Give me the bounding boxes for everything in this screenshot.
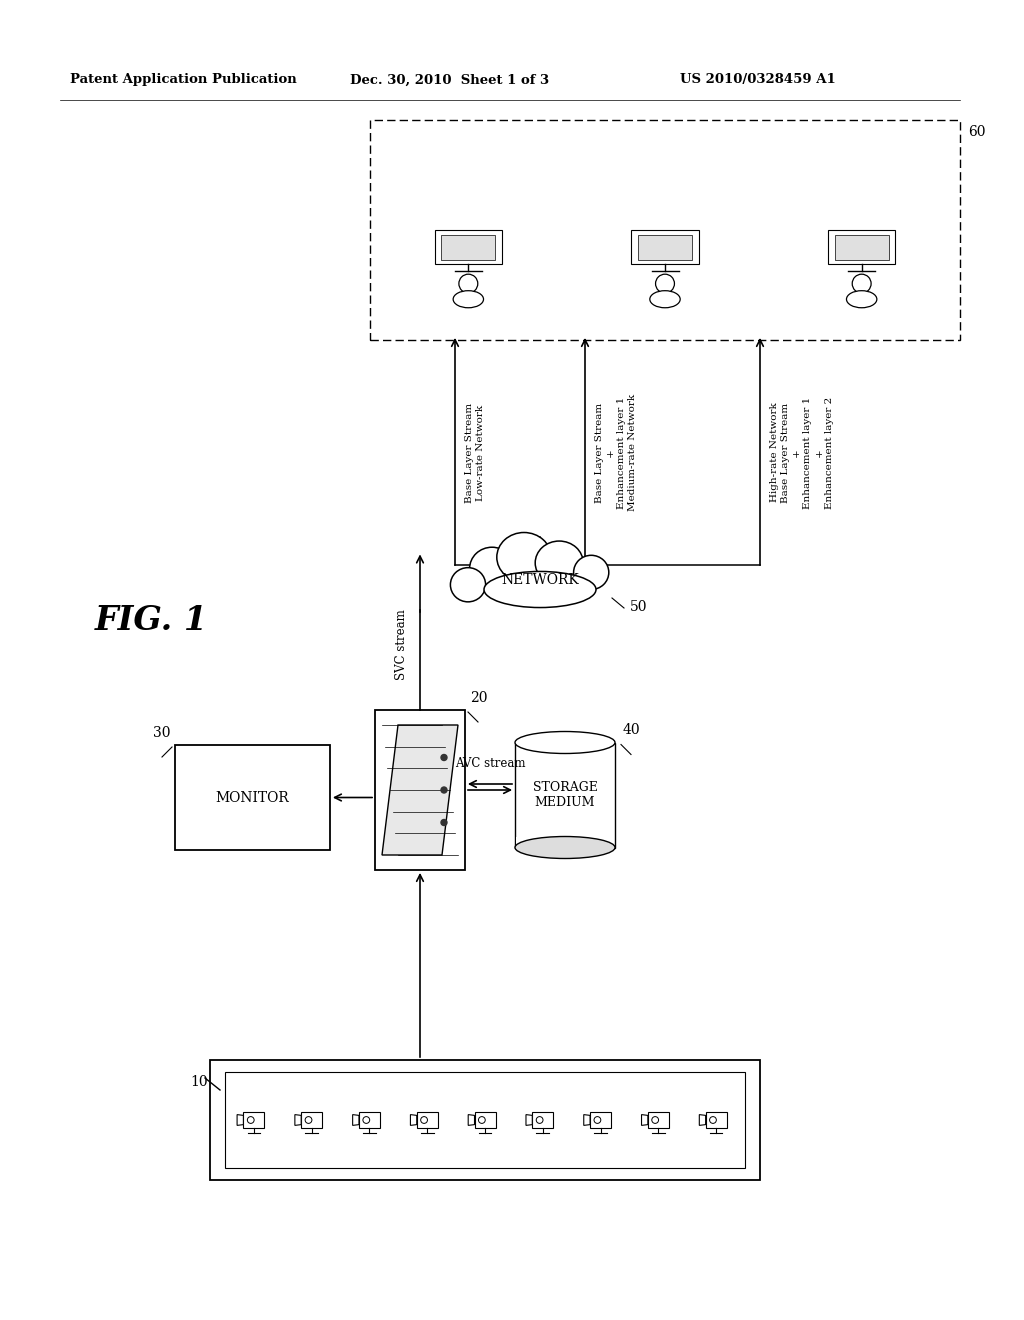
Circle shape (441, 787, 447, 793)
Ellipse shape (484, 572, 596, 607)
Text: Dec. 30, 2010  Sheet 1 of 3: Dec. 30, 2010 Sheet 1 of 3 (350, 74, 549, 87)
FancyBboxPatch shape (244, 1113, 264, 1127)
FancyBboxPatch shape (370, 120, 961, 341)
Text: 40: 40 (623, 723, 641, 738)
Text: AVC stream: AVC stream (455, 756, 525, 770)
FancyBboxPatch shape (532, 1113, 553, 1127)
Text: 20: 20 (470, 690, 487, 705)
Ellipse shape (515, 731, 615, 754)
Polygon shape (515, 742, 615, 847)
Ellipse shape (451, 568, 485, 602)
Ellipse shape (573, 556, 609, 590)
FancyBboxPatch shape (706, 1113, 727, 1127)
FancyBboxPatch shape (590, 1113, 611, 1127)
FancyBboxPatch shape (835, 235, 889, 260)
Text: MONITOR: MONITOR (216, 791, 290, 804)
FancyBboxPatch shape (638, 235, 692, 260)
Text: High-rate Network
Base Layer Stream
+
Enhancement layer 1
+
Enhancement layer 2: High-rate Network Base Layer Stream + En… (770, 396, 835, 508)
Polygon shape (641, 1114, 648, 1126)
Text: 10: 10 (190, 1074, 208, 1089)
Text: SVC stream: SVC stream (395, 610, 408, 680)
Text: Base Layer Stream
Low-rate Network: Base Layer Stream Low-rate Network (465, 403, 485, 503)
Ellipse shape (497, 532, 551, 582)
FancyBboxPatch shape (474, 1113, 496, 1127)
Polygon shape (516, 837, 614, 846)
Text: 30: 30 (153, 726, 170, 741)
Text: Patent Application Publication: Patent Application Publication (70, 74, 297, 87)
Polygon shape (382, 725, 458, 855)
FancyBboxPatch shape (441, 235, 496, 260)
FancyBboxPatch shape (631, 230, 698, 264)
Ellipse shape (470, 548, 514, 590)
Ellipse shape (536, 541, 584, 585)
Circle shape (441, 755, 447, 760)
Polygon shape (352, 1114, 359, 1126)
FancyBboxPatch shape (417, 1113, 437, 1127)
FancyBboxPatch shape (359, 1113, 380, 1127)
Polygon shape (584, 1114, 590, 1126)
Ellipse shape (454, 290, 483, 308)
Text: 60: 60 (968, 125, 985, 139)
Text: STORAGE
MEDIUM: STORAGE MEDIUM (532, 781, 597, 809)
Text: Base Layer Stream
+
Enhancement layer 1
Medium-rate Network: Base Layer Stream + Enhancement layer 1 … (595, 393, 637, 511)
Polygon shape (526, 1114, 532, 1126)
Polygon shape (699, 1114, 706, 1126)
Ellipse shape (847, 290, 877, 308)
FancyBboxPatch shape (301, 1113, 323, 1127)
Text: FIG. 1: FIG. 1 (95, 603, 208, 636)
Polygon shape (175, 744, 330, 850)
Polygon shape (238, 1114, 244, 1126)
Polygon shape (295, 1114, 301, 1126)
Ellipse shape (650, 290, 680, 308)
Text: 50: 50 (630, 601, 647, 614)
FancyBboxPatch shape (648, 1113, 669, 1127)
Text: US 2010/0328459 A1: US 2010/0328459 A1 (680, 74, 836, 87)
Circle shape (441, 820, 447, 825)
Ellipse shape (468, 554, 612, 606)
FancyBboxPatch shape (434, 230, 502, 264)
FancyBboxPatch shape (828, 230, 895, 264)
Text: NETWORK: NETWORK (501, 573, 579, 587)
Polygon shape (411, 1114, 417, 1126)
Ellipse shape (515, 837, 615, 858)
Polygon shape (468, 1114, 474, 1126)
